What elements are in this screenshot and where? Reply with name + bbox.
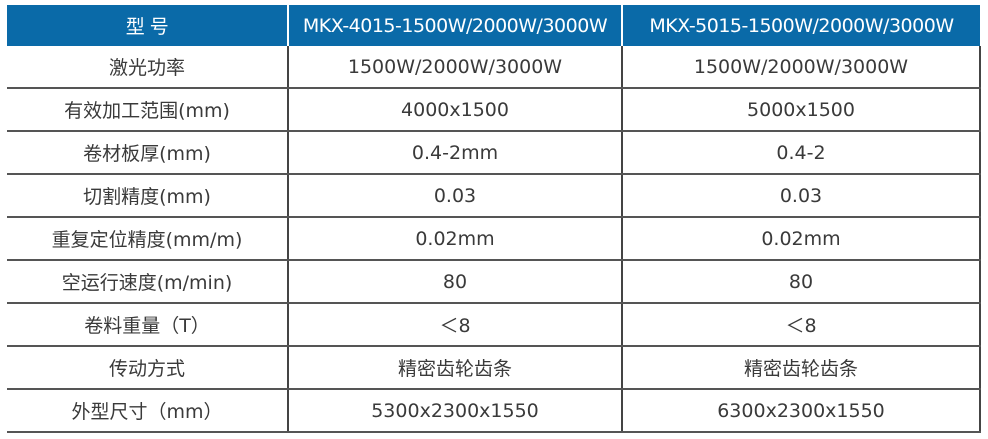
spec-label: 激光功率 bbox=[7, 46, 289, 89]
spec-value-4015: 0.03 bbox=[288, 174, 623, 218]
spec-label: 传动方式 bbox=[7, 346, 289, 390]
spec-label: 外型尺寸（mm） bbox=[7, 389, 289, 433]
spec-value-5015: 6300x2300x1550 bbox=[622, 389, 981, 433]
table-row: 传动方式 精密齿轮齿条 精密齿轮齿条 bbox=[7, 346, 981, 390]
spec-value-5015: 5000x1500 bbox=[622, 88, 981, 132]
spec-value-4015: 80 bbox=[288, 260, 623, 304]
spec-value-5015: 80 bbox=[622, 260, 981, 304]
spec-value-5015: 0.4-2 bbox=[622, 131, 981, 175]
spec-value-4015: 精密齿轮齿条 bbox=[288, 346, 623, 390]
table-row: 激光功率 1500W/2000W/3000W 1500W/2000W/3000W bbox=[7, 46, 981, 89]
header-row: 型 号 MKX-4015-1500W/2000W/3000W MKX-5015-… bbox=[7, 5, 980, 46]
table-row: 卷材板厚(mm) 0.4-2mm 0.4-2 bbox=[7, 131, 981, 175]
table-row: 切割精度(mm) 0.03 0.03 bbox=[7, 174, 981, 218]
spec-label: 空运行速度(m/min) bbox=[7, 260, 289, 304]
spec-value-4015: ＜8 bbox=[288, 303, 623, 347]
table-row: 外型尺寸（mm） 5300x2300x1550 6300x2300x1550 bbox=[7, 389, 981, 433]
spec-label: 卷材板厚(mm) bbox=[7, 131, 289, 175]
spec-label: 有效加工范围(mm) bbox=[7, 88, 289, 132]
spec-value-4015: 1500W/2000W/3000W bbox=[288, 46, 623, 89]
spec-value-4015: 5300x2300x1550 bbox=[288, 389, 623, 433]
spec-label: 切割精度(mm) bbox=[7, 174, 289, 218]
spec-value-5015: ＜8 bbox=[622, 303, 981, 347]
spec-value-5015: 0.02mm bbox=[622, 217, 981, 261]
header-model: 型 号 bbox=[7, 5, 289, 46]
spec-value-4015: 0.02mm bbox=[288, 217, 623, 261]
spec-value-5015: 精密齿轮齿条 bbox=[622, 346, 981, 390]
header-mkx-4015: MKX-4015-1500W/2000W/3000W bbox=[288, 5, 623, 46]
spec-value-4015: 4000x1500 bbox=[288, 88, 623, 132]
spec-table: 型 号 MKX-4015-1500W/2000W/3000W MKX-5015-… bbox=[7, 5, 981, 433]
spec-value-4015: 0.4-2mm bbox=[288, 131, 623, 175]
table-row: 重复定位精度(mm/m) 0.02mm 0.02mm bbox=[7, 217, 981, 261]
table-row: 卷料重量（T） ＜8 ＜8 bbox=[7, 303, 981, 347]
header-mkx-5015: MKX-5015-1500W/2000W/3000W bbox=[622, 5, 980, 46]
table-row: 有效加工范围(mm) 4000x1500 5000x1500 bbox=[7, 88, 981, 132]
spec-label: 重复定位精度(mm/m) bbox=[7, 217, 289, 261]
spec-value-5015: 1500W/2000W/3000W bbox=[622, 46, 981, 89]
spec-label: 卷料重量（T） bbox=[7, 303, 289, 347]
spec-value-5015: 0.03 bbox=[622, 174, 981, 218]
table-row: 空运行速度(m/min) 80 80 bbox=[7, 260, 981, 304]
